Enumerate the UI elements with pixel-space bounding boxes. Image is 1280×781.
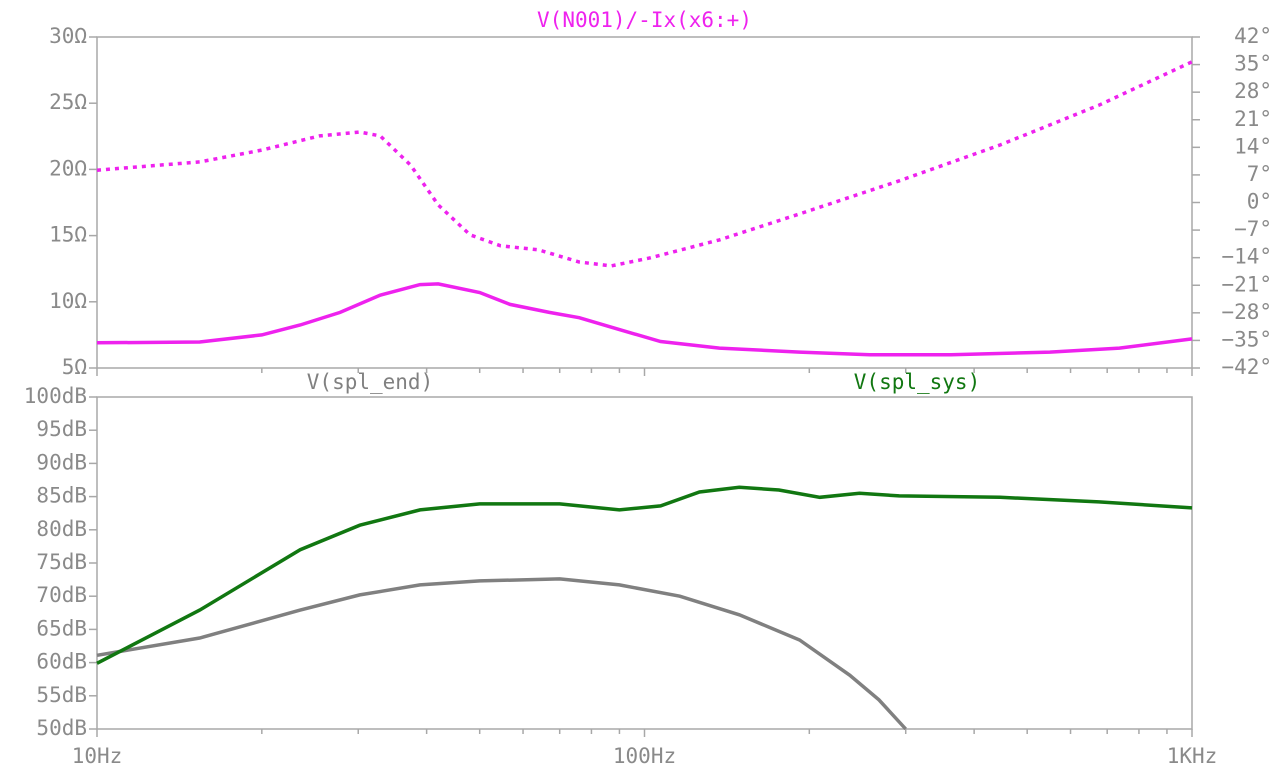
y2-tick-label: 14° xyxy=(1234,134,1272,158)
y2-tick-label: −35° xyxy=(1221,327,1272,351)
y-tick-label: 85dB xyxy=(36,484,87,508)
series-line xyxy=(96,577,907,731)
x-tick-label: 10Hz xyxy=(72,744,123,768)
legend-label: V(spl_sys) xyxy=(854,370,980,394)
y2-tick-label: 42° xyxy=(1234,24,1272,48)
y2-tick-label: 21° xyxy=(1234,107,1272,131)
chart-title: V(N001)/-Ix(x6:+) xyxy=(537,8,752,32)
x-tick-label: 100Hz xyxy=(613,744,676,768)
series-line xyxy=(96,282,1193,357)
plot-frame xyxy=(96,396,1193,730)
y-tick-label: 90dB xyxy=(36,450,87,474)
y-tick-label: 70dB xyxy=(36,583,87,607)
y2-tick-label: 35° xyxy=(1234,52,1272,76)
y-tick-label: 20Ω xyxy=(49,156,87,180)
y-tick-label: 75dB xyxy=(36,550,87,574)
y2-tick-label: 28° xyxy=(1234,79,1272,103)
series-line xyxy=(96,485,1193,665)
y-tick-label: 25Ω xyxy=(49,90,87,114)
y2-tick-label: 7° xyxy=(1247,162,1272,186)
y-tick-label: 5Ω xyxy=(62,355,87,379)
y-tick-label: 55dB xyxy=(36,683,87,707)
y2-tick-label: 0° xyxy=(1247,190,1272,214)
y-tick-label: 30Ω xyxy=(49,24,87,48)
x-tick-label: 1KHz xyxy=(1167,744,1218,768)
y-tick-label: 15Ω xyxy=(49,223,87,247)
y2-tick-label: −42° xyxy=(1221,355,1272,379)
y-tick-label: 60dB xyxy=(36,650,87,674)
y2-tick-label: −14° xyxy=(1221,245,1272,269)
y2-tick-label: −28° xyxy=(1221,300,1272,324)
y2-tick-label: −21° xyxy=(1221,272,1272,296)
y-tick-label: 80dB xyxy=(36,517,87,541)
y-tick-label: 100dB xyxy=(24,384,87,408)
y2-tick-label: −7° xyxy=(1234,217,1272,241)
y-tick-label: 50dB xyxy=(36,716,87,740)
series-line xyxy=(96,60,1193,268)
plot-frame xyxy=(96,36,1193,369)
y-tick-label: 95dB xyxy=(36,417,87,441)
y-tick-label: 10Ω xyxy=(49,289,87,313)
legend-label: V(spl_end) xyxy=(307,370,433,394)
y-tick-label: 65dB xyxy=(36,616,87,640)
